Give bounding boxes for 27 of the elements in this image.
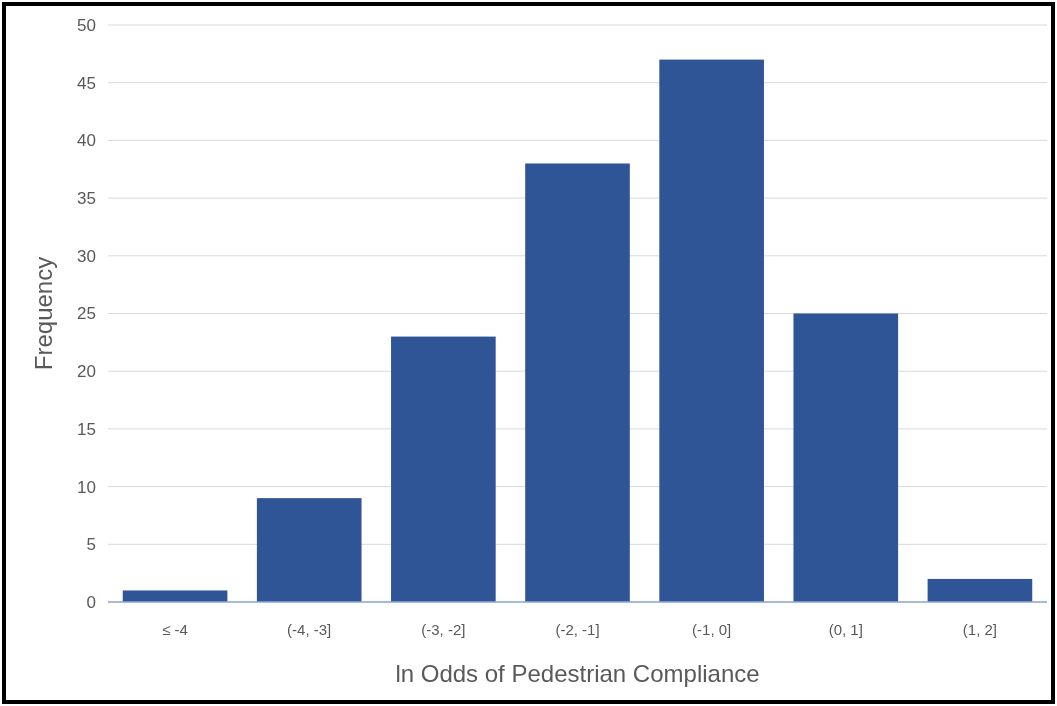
y-tick-label: 10	[77, 477, 96, 497]
x-tick-label: (1, 2]	[962, 621, 998, 638]
y-tick-label: 30	[77, 246, 96, 266]
bar	[391, 336, 496, 602]
x-tick-label: ≤ -4	[162, 621, 188, 638]
y-tick-label: 20	[77, 362, 96, 382]
y-tick-label: 35	[77, 189, 96, 209]
bar	[256, 498, 362, 602]
bar	[927, 578, 1033, 602]
bar	[793, 313, 899, 602]
x-tick-label: (-3, -2]	[421, 621, 466, 638]
bar	[659, 59, 764, 602]
y-tick-label: 15	[77, 419, 96, 439]
bar	[122, 590, 228, 602]
y-tick-label: 0	[86, 592, 96, 612]
y-axis-title: Frequency	[30, 256, 57, 371]
y-tick-label: 50	[77, 15, 96, 35]
x-axis-title: ln Odds of Pedestrian Compliance	[395, 660, 760, 687]
x-tick-label: (-2, -1]	[555, 621, 600, 638]
x-tick-label: (-4, -3]	[287, 621, 332, 638]
x-tick-label: (-1, 0]	[692, 621, 732, 638]
y-tick-label: 45	[77, 73, 96, 93]
x-tick-label: (0, 1]	[828, 621, 863, 638]
y-tick-label: 40	[77, 131, 96, 151]
y-tick-label: 5	[86, 535, 96, 555]
bar	[525, 163, 630, 602]
y-tick-label: 25	[77, 304, 96, 324]
